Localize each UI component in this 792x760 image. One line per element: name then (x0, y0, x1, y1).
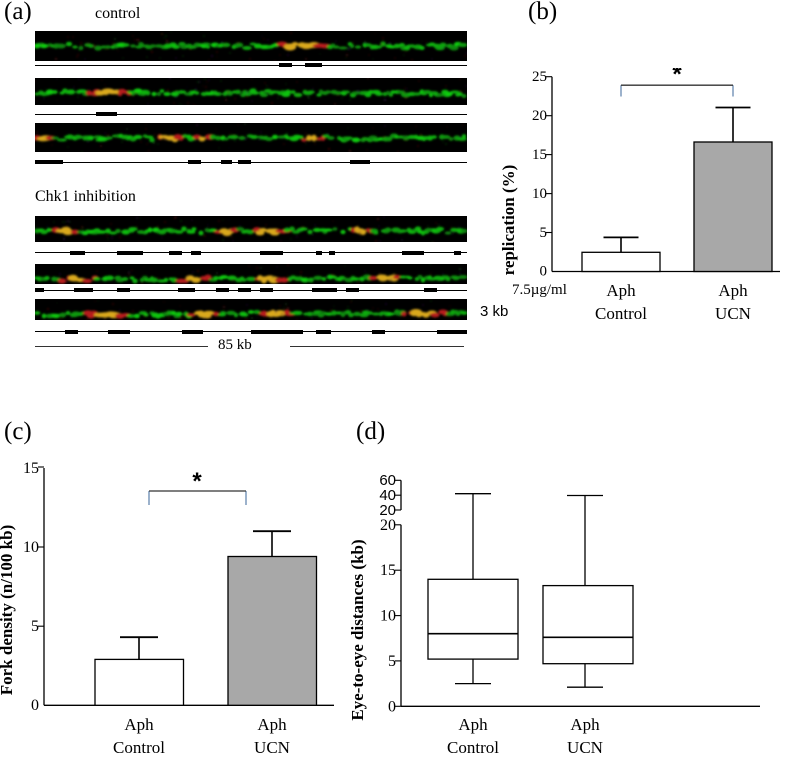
svg-text:5: 5 (388, 653, 396, 670)
svg-text:Eye-to-eye distances (kb): Eye-to-eye distances (kb) (350, 539, 367, 720)
svg-text:Control: Control (595, 304, 647, 323)
svg-text:replication (%): replication (%) (500, 165, 518, 276)
svg-text:*: * (672, 68, 682, 88)
svg-text:Aph: Aph (124, 715, 154, 734)
svg-text:15: 15 (532, 147, 547, 163)
svg-text:10: 10 (23, 539, 39, 556)
svg-text:Control: Control (113, 738, 165, 757)
svg-text:5: 5 (540, 225, 548, 241)
svg-text:*: * (192, 468, 202, 495)
svg-text:10: 10 (380, 608, 396, 625)
svg-text:7.5µg/ml: 7.5µg/ml (512, 282, 567, 298)
svg-text:UCN: UCN (715, 304, 751, 323)
svg-text:Control: Control (447, 738, 499, 757)
svg-text:Aph: Aph (458, 715, 488, 734)
svg-text:25: 25 (532, 69, 547, 85)
svg-text:Aph: Aph (570, 715, 600, 734)
svg-text:5: 5 (31, 618, 39, 635)
svg-text:UCN: UCN (567, 738, 603, 757)
svg-text:0: 0 (31, 697, 39, 714)
svg-text:0: 0 (388, 698, 396, 715)
svg-text:Fork density (n/100 kb): Fork density (n/100 kb) (0, 525, 16, 696)
svg-text:UCN: UCN (254, 738, 290, 757)
svg-text:Aph: Aph (257, 715, 287, 734)
svg-text:Aph: Aph (606, 281, 636, 300)
svg-text:0: 0 (540, 264, 548, 280)
svg-text:15: 15 (23, 460, 39, 477)
svg-text:10: 10 (532, 186, 547, 202)
svg-text:20: 20 (380, 517, 396, 534)
svg-text:15: 15 (380, 562, 396, 579)
svg-text:Aph: Aph (718, 281, 748, 300)
svg-text:20: 20 (532, 108, 547, 124)
